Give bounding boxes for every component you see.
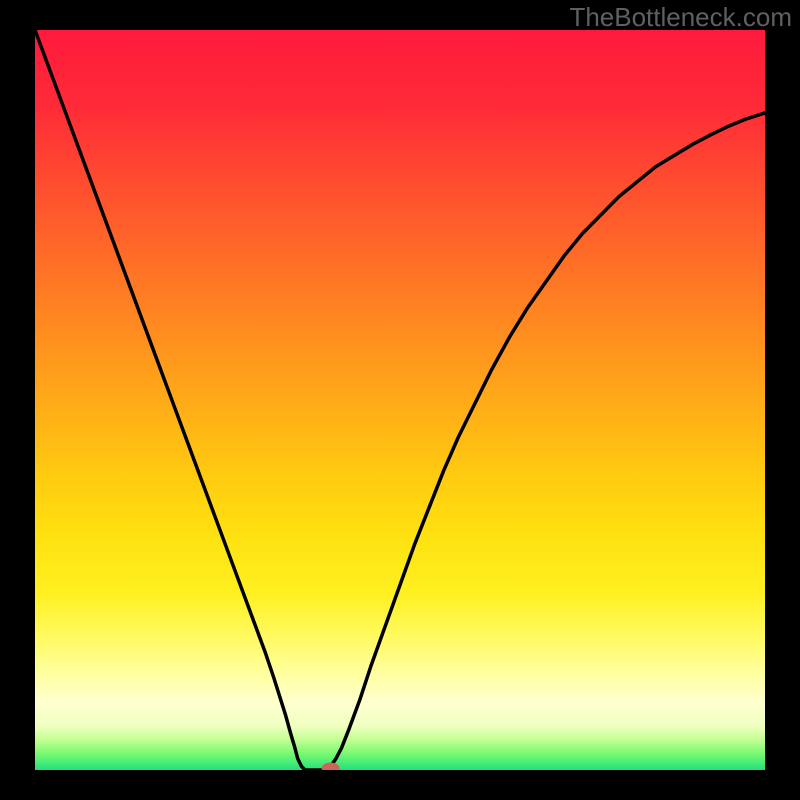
plot-area (35, 30, 765, 770)
watermark-text: TheBottleneck.com (569, 2, 792, 33)
chart-container: TheBottleneck.com (0, 0, 800, 800)
gradient-background (35, 30, 765, 770)
chart-svg (35, 30, 765, 770)
